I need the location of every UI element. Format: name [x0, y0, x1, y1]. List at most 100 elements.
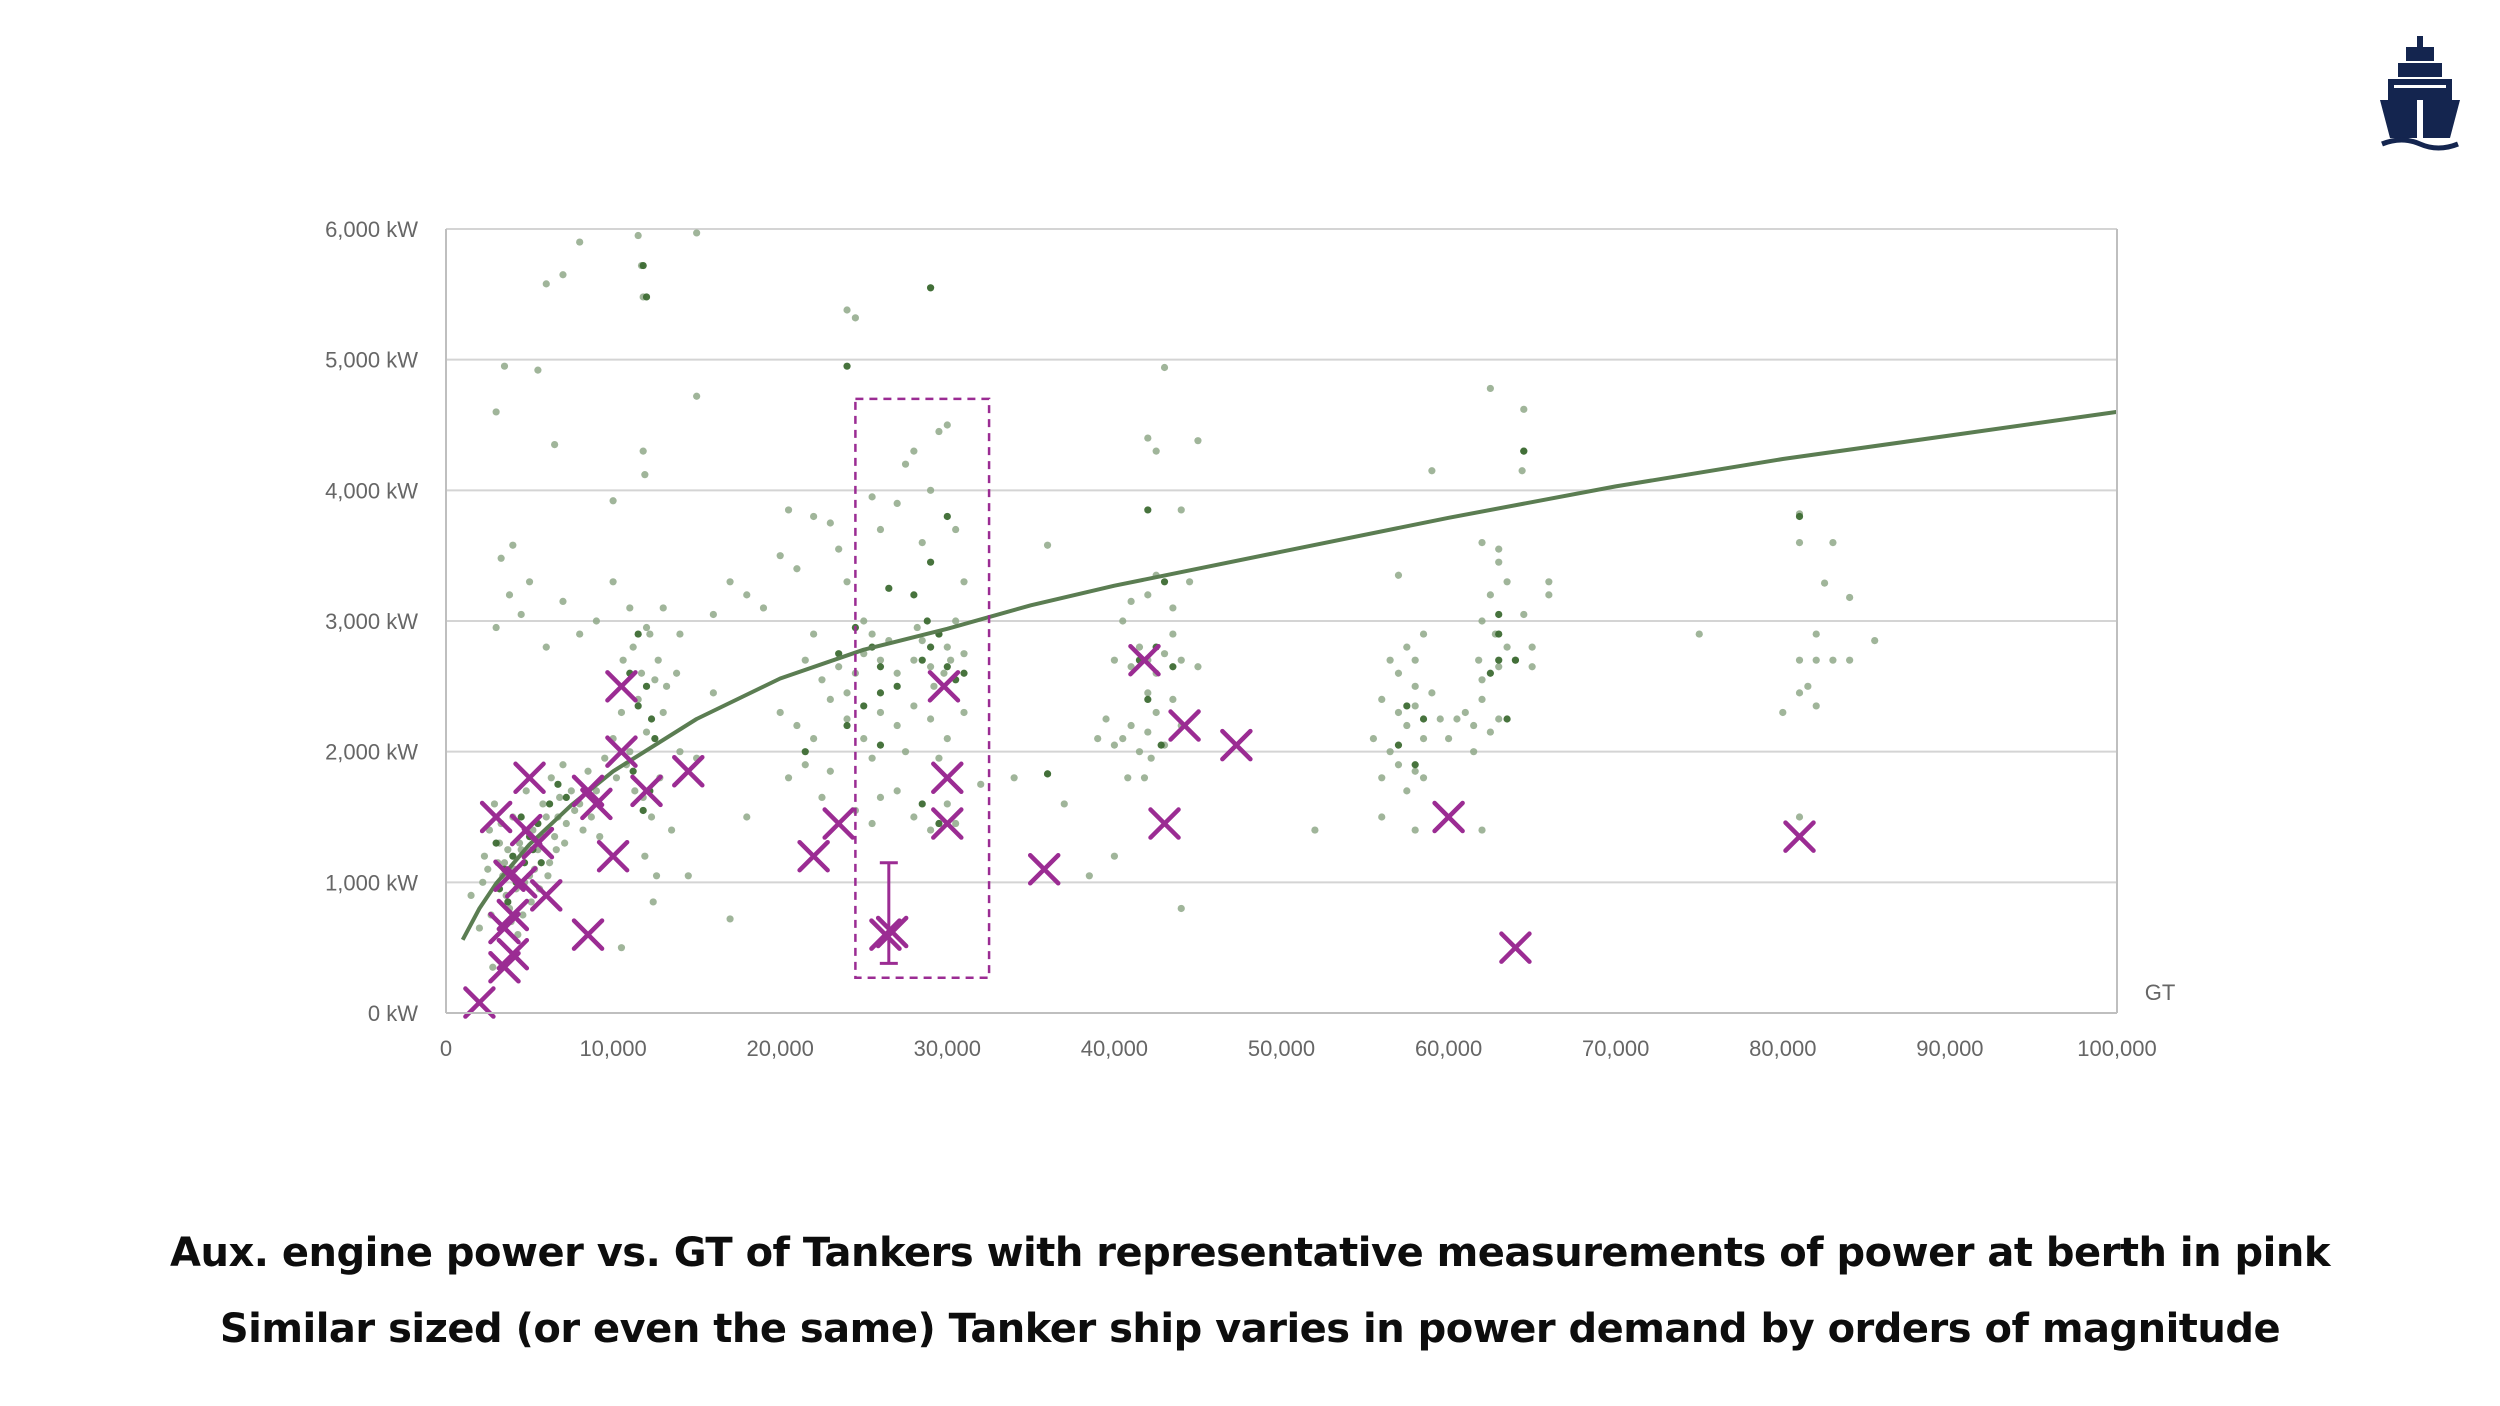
fleet-data-point [1829, 656, 1837, 664]
fleet-data-point [646, 630, 654, 638]
fleet-data-point [547, 774, 555, 782]
berth-measurement-marker [1783, 820, 1816, 853]
fleet-data-point [1124, 774, 1132, 782]
marker-stroke [927, 670, 961, 703]
fleet-data-point-dark [926, 558, 935, 566]
fleet-data-point [1147, 754, 1155, 762]
berth-measurement-marker [1220, 728, 1253, 762]
fleet-data-point [1419, 630, 1428, 638]
fleet-data-point [576, 630, 584, 638]
fleet-data-point [492, 408, 500, 416]
fleet-data-point-dark [860, 702, 868, 710]
fleet-data-point [826, 519, 834, 527]
fleet-data-point [1152, 447, 1160, 455]
fleet-data-point [835, 663, 843, 671]
fleet-data-point-dark [639, 806, 647, 815]
fleet-data-point [1177, 656, 1185, 664]
berth-measurement-marker [927, 670, 961, 703]
fleet-data-point [467, 891, 475, 900]
berth-measurement-marker [822, 807, 855, 840]
fleet-data-point [659, 604, 667, 612]
axes: 0 kW 1,000 kW 2,000 kW 3,000 kW 4,000 kW 5,00… [325, 217, 2157, 1061]
fleet-data-point [1411, 767, 1419, 775]
fleet-data-point [843, 689, 851, 697]
fleet-data-point [843, 578, 851, 586]
fleet-data-point [926, 486, 935, 494]
fleet-data-point [542, 813, 550, 821]
fleet-data-point [1386, 656, 1394, 664]
berth-measurements [463, 643, 1816, 1019]
fleet-data-point [1871, 637, 1879, 645]
fleet-data-point-dark [893, 682, 901, 690]
fleet-data-point [552, 846, 560, 854]
highlight-box [854, 397, 991, 979]
fleet-data-point [652, 872, 661, 880]
fleet-data-point [1378, 813, 1386, 821]
marker-stroke [521, 826, 555, 860]
fleet-data-point [676, 630, 684, 638]
fleet-data-point-dark [1160, 578, 1169, 586]
fleet-data-point-dark [1503, 715, 1511, 723]
fleet-data-point [639, 447, 647, 455]
fleet-data-point [860, 617, 868, 625]
x-tick-label: 100,000 [2077, 1036, 2157, 1061]
fleet-data-point-dark [1394, 741, 1403, 749]
fleet-data-point [926, 715, 935, 723]
fleet-data-point [1102, 715, 1110, 723]
fleet-data-point [793, 565, 801, 573]
marker-stroke [513, 761, 546, 795]
fleet-data-point [1140, 774, 1149, 782]
fleet-data-point [1127, 721, 1135, 730]
fleet-data-point [561, 839, 569, 847]
marker-stroke [596, 839, 630, 873]
marker-stroke [630, 774, 663, 808]
fleet-data-point [977, 780, 985, 788]
fleet-data-point [522, 787, 530, 795]
fleet-data-point-dark [876, 689, 885, 697]
fleet-data-point [835, 545, 843, 553]
fleet-data-point [1144, 591, 1152, 599]
fleet-data-point-dark [1495, 656, 1503, 664]
fleet-data-point-dark [1495, 610, 1503, 619]
marker-stroke [797, 839, 830, 873]
fleet-data-point [1411, 656, 1419, 664]
fleet-data-point [1528, 663, 1536, 671]
trend-line [460, 409, 2118, 941]
fleet-data-point [1478, 695, 1486, 704]
fleet-data-point [1378, 774, 1386, 782]
fleet-data-point-dark [843, 362, 851, 370]
fleet-data-point [592, 617, 600, 625]
fleet-data-point [631, 787, 639, 795]
fleet-data-point [1419, 735, 1428, 743]
fleet-data-point [893, 721, 901, 730]
fleet-data-point [1043, 541, 1052, 549]
fleet-data-point [1812, 630, 1820, 638]
fleet-data-point [1846, 656, 1854, 664]
fleet-data-point [1144, 689, 1152, 697]
berth-measurement-marker [571, 918, 605, 951]
berth-measurement-marker [1148, 807, 1181, 840]
fleet-data-point [489, 963, 497, 971]
fleet-data-point [587, 813, 595, 821]
berth-measurement-marker [605, 670, 638, 703]
fleet-data-point [1495, 558, 1503, 566]
x-tick-label: 0 [440, 1036, 452, 1061]
fleet-data-point [684, 872, 692, 880]
fleet-data-point [726, 915, 734, 923]
fleet-data-point [601, 754, 609, 762]
fleet-data-point [514, 931, 522, 939]
fleet-data-point [1160, 650, 1169, 658]
marker-stroke [496, 898, 530, 932]
fleet-data-point [726, 578, 734, 586]
fleet-data-point [659, 708, 667, 717]
fleet-data-point [943, 735, 951, 743]
berth-measurement-marker [1128, 643, 1161, 677]
fleet-data-point [519, 911, 527, 919]
marker-stroke [530, 879, 563, 912]
fleet-data-point-dark [1043, 770, 1052, 778]
fleet-data-point [910, 813, 918, 821]
fleet-data-point [868, 819, 876, 828]
fleet-data-point-dark [517, 813, 525, 821]
fleet-data-point [960, 708, 968, 717]
fleet-data-point [893, 669, 901, 677]
